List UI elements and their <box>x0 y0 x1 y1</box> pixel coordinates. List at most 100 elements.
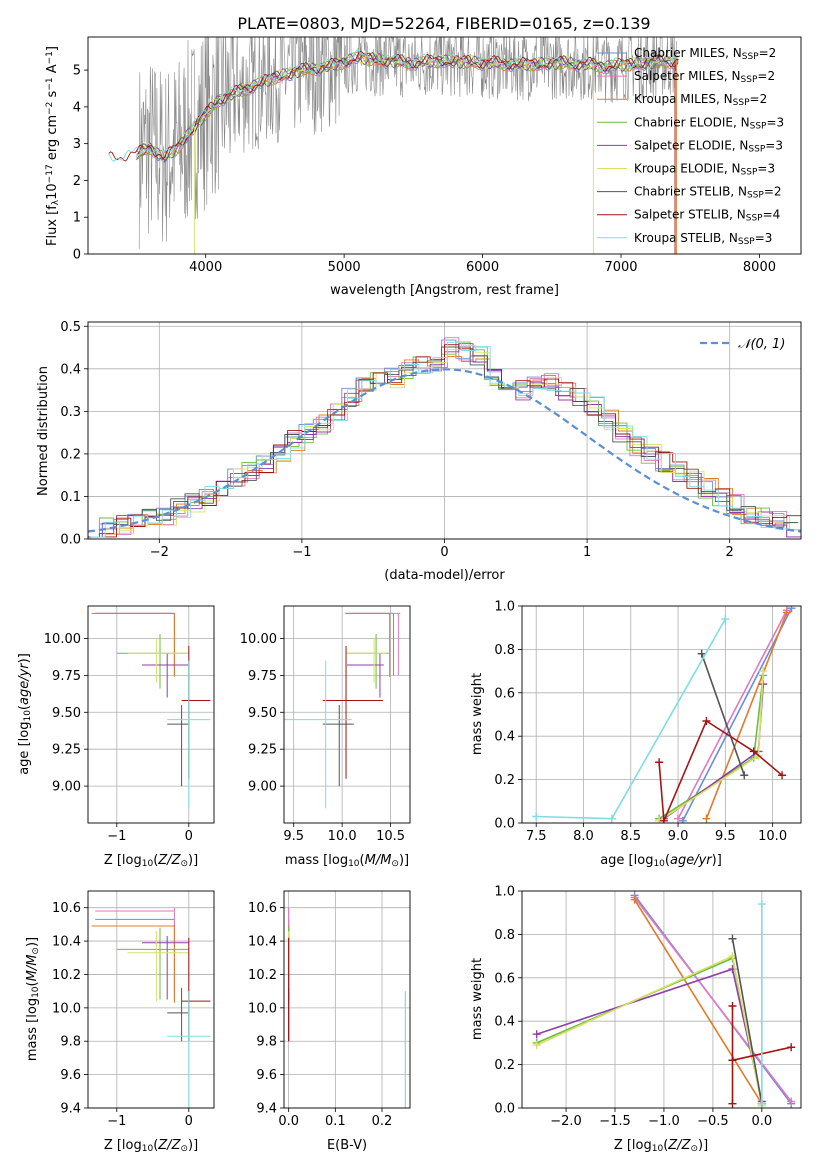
label-part: =3 <box>755 231 773 245</box>
weight-line-kroupa-miles <box>705 612 788 819</box>
legend-label: Chabrier STELIB, NSSP=2 <box>634 185 782 201</box>
y-tick-label: 4 <box>73 100 81 115</box>
label-part: 10 <box>45 183 60 200</box>
x-tick-label: 10.5 <box>376 829 405 844</box>
y-axis-label: Normed distribution <box>36 366 51 496</box>
y-tick-label: 9.75 <box>248 669 277 684</box>
legend-label: Salpeter STELIB, NSSP=4 <box>634 208 780 224</box>
label-part: 10 <box>653 859 665 869</box>
y-tick-label: 0.2 <box>60 447 81 462</box>
weight-marker <box>532 1041 541 1050</box>
label-part: ⊙ <box>391 859 399 869</box>
y-tick-label: 0.6 <box>494 686 515 701</box>
label-part: mass [log <box>285 853 348 868</box>
label-part: )] <box>25 937 40 947</box>
label-part: age/yr <box>17 662 32 705</box>
legend-label: Chabrier MILES, NSSP=2 <box>634 46 776 62</box>
x-tick-label: 9.0 <box>668 829 689 844</box>
label-part: =2 <box>759 46 777 60</box>
spectrum-panel: 4000 5000 6000 7000 8000 0 1 2 3 4 5 Chabrier MILES… <box>45 36 802 298</box>
x-tick-label: −1 <box>292 545 311 560</box>
x-tick-label: 0.2 <box>372 1114 393 1129</box>
label-part: Z/Z <box>157 1138 181 1153</box>
label-part: SSP <box>738 237 755 247</box>
label-part: ( <box>663 1138 668 1153</box>
label-part: )] <box>17 653 32 663</box>
plot-area <box>91 907 211 1108</box>
x-axis-label: Z [log10(Z/Z⊙)] <box>614 1138 708 1154</box>
axes-frame <box>283 605 411 824</box>
y-tick-label: 2 <box>73 174 81 189</box>
y-tick-label: 10.2 <box>52 968 81 983</box>
label-part: 10 <box>23 710 33 722</box>
label-part: ( <box>360 853 365 868</box>
label-part: )] <box>188 853 198 868</box>
label-part: Z [log <box>614 1138 652 1153</box>
histogram-kroupa-stelib <box>90 341 801 539</box>
weight-marker <box>655 758 664 767</box>
x-tick-label: −2.0 <box>550 1114 582 1129</box>
y-tick-label: 1 <box>73 211 81 226</box>
label-part: SSP <box>747 191 764 201</box>
label-part: mass [log <box>25 998 40 1061</box>
label-part: age/yr <box>670 853 713 868</box>
x-axis-label: (data-model)/error <box>384 568 505 583</box>
y-tick-label: 9.25 <box>52 743 81 758</box>
weight-marker <box>728 1002 737 1011</box>
legend-label: Salpeter ELODIE, NSSP=3 <box>634 138 783 154</box>
label-part: Chabrier ELODIE, N <box>634 115 750 129</box>
label-part: A <box>45 64 60 77</box>
legend-label: Chabrier ELODIE, NSSP=3 <box>634 115 784 131</box>
weight-line-chabrier-miles <box>682 607 793 822</box>
y-tick-label: 9.75 <box>52 669 81 684</box>
model-spectrum-kroupa-stelib <box>108 48 679 162</box>
x-tick-label: 4000 <box>189 260 222 275</box>
plot-area <box>288 907 406 1108</box>
legend-label: Salpeter MILES, NSSP=2 <box>634 69 775 85</box>
axes-frame <box>87 605 215 824</box>
plot-area <box>88 337 801 539</box>
axes-frame <box>283 890 411 1109</box>
weight-marker <box>678 816 687 823</box>
y-tick-label: 0.4 <box>494 1015 515 1030</box>
label-part: ( <box>153 1138 158 1153</box>
normal-curve <box>88 368 801 533</box>
legend-label: Kroupa ELODIE, NSSP=3 <box>634 162 775 178</box>
x-tick-label: 8.5 <box>620 829 641 844</box>
x-tick-label: 10.0 <box>328 829 357 844</box>
weight-marker <box>728 1099 737 1108</box>
x-tick-label: 0.0 <box>278 1114 299 1129</box>
label-part: Salpeter ELODIE, N <box>634 138 748 152</box>
label-part: )] <box>698 1138 708 1153</box>
residual-histogram-panel: −2 −1 0 1 2 0.0 0.1 0.2 0.3 0.4 0.5 𝒩(0, 1) (data-mo… <box>36 320 802 583</box>
label-part: ⊙ <box>690 1144 698 1154</box>
label-part: −17 <box>45 164 55 183</box>
label-part: )] <box>399 853 409 868</box>
y-tick-label: 10.00 <box>240 632 277 647</box>
weight-line-salpeter-miles <box>633 897 792 1102</box>
label-part: ( <box>665 853 670 868</box>
x-tick-label: 7000 <box>604 260 637 275</box>
weight-line-chabrier-stelib <box>700 653 746 776</box>
label-part: SSP <box>741 168 758 178</box>
label-part: Z/Z <box>157 853 181 868</box>
label-part: Kroupa STELIB, N <box>634 231 738 245</box>
label-part: =2 <box>764 185 782 199</box>
x-tick-label: 8.0 <box>573 829 594 844</box>
label-part: ⊙ <box>31 947 41 955</box>
weight-marker <box>782 608 791 617</box>
legend-label: Kroupa MILES, NSSP=2 <box>634 92 767 108</box>
y-tick-label: 0.1 <box>60 490 81 505</box>
y-tick-label: 1.0 <box>494 885 515 900</box>
weight-marker <box>532 812 541 821</box>
label-part: =3 <box>766 115 784 129</box>
y-tick-label: 9.6 <box>256 1068 277 1083</box>
x-tick-label: 9.5 <box>283 829 304 844</box>
y-axis-label: mass weight <box>470 673 485 755</box>
weight-marker <box>728 934 737 943</box>
histogram-kroupa-elodie <box>90 344 801 539</box>
y-tick-label: 5 <box>73 64 81 79</box>
weight-marker <box>630 895 639 904</box>
